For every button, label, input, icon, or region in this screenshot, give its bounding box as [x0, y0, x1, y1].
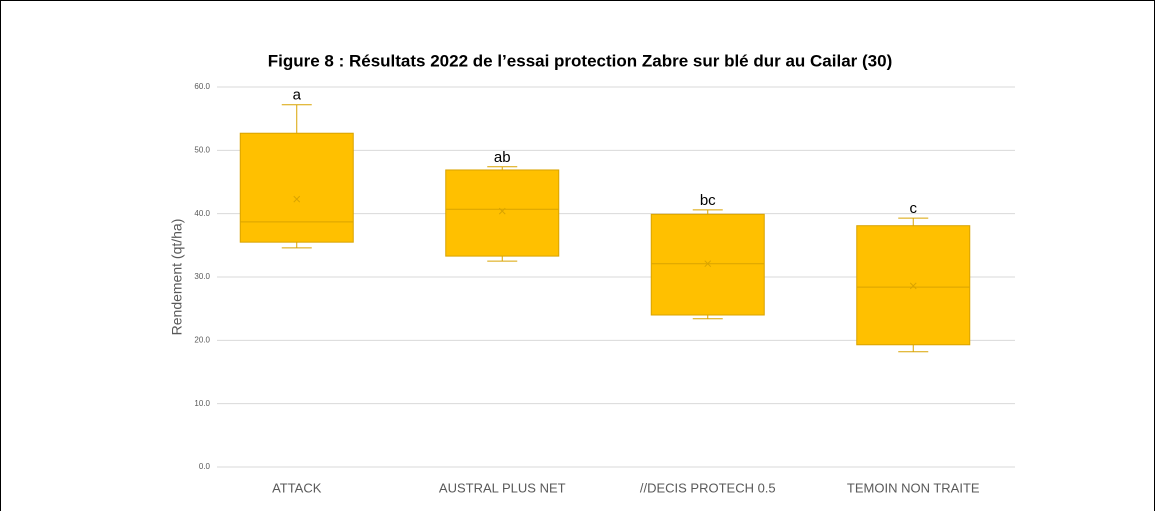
y-tick-label: 50.0 — [194, 145, 210, 154]
mean-marker — [909, 282, 917, 290]
annotation: bc — [700, 192, 716, 209]
y-tick-label: 30.0 — [194, 272, 210, 281]
x-tick-label: AUSTRAL PLUS NET — [439, 480, 566, 495]
annotation: c — [910, 200, 918, 217]
chart-title: Figure 8 : Résultats 2022 de l’essai pro… — [268, 51, 892, 70]
annotation: ab — [494, 149, 511, 166]
mean-marker — [293, 195, 301, 203]
x-tick-label: TEMOIN NON TRAITE — [847, 480, 980, 495]
mean-marker — [704, 260, 712, 268]
box — [445, 169, 560, 257]
y-tick-label: 0.0 — [199, 462, 211, 471]
y-tick-label: 60.0 — [194, 82, 210, 91]
y-tick-label: 20.0 — [194, 335, 210, 344]
x-tick-label: //DECIS PROTECH 0.5 — [640, 480, 776, 495]
y-tick-label: 40.0 — [194, 209, 210, 218]
box — [650, 213, 765, 316]
mean-marker — [498, 207, 506, 215]
y-tick-label: 10.0 — [194, 399, 210, 408]
box — [239, 132, 354, 243]
annotation: a — [293, 87, 302, 104]
x-tick-label: ATTACK — [272, 480, 322, 495]
y-axis-label: Rendement (qt/ha) — [169, 219, 185, 336]
